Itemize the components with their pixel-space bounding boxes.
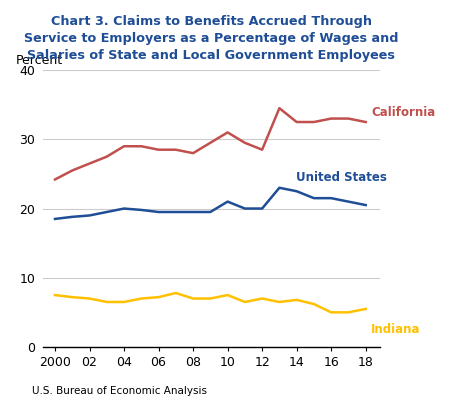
Text: U.S. Bureau of Economic Analysis: U.S. Bureau of Economic Analysis <box>32 386 207 396</box>
Text: United States: United States <box>296 171 387 184</box>
Text: Indiana: Indiana <box>371 323 421 336</box>
Title: Chart 3. Claims to Benefits Accrued Through
Service to Employers as a Percentage: Chart 3. Claims to Benefits Accrued Thro… <box>24 15 398 62</box>
Text: Percent: Percent <box>16 54 63 67</box>
Text: California: California <box>371 106 436 119</box>
